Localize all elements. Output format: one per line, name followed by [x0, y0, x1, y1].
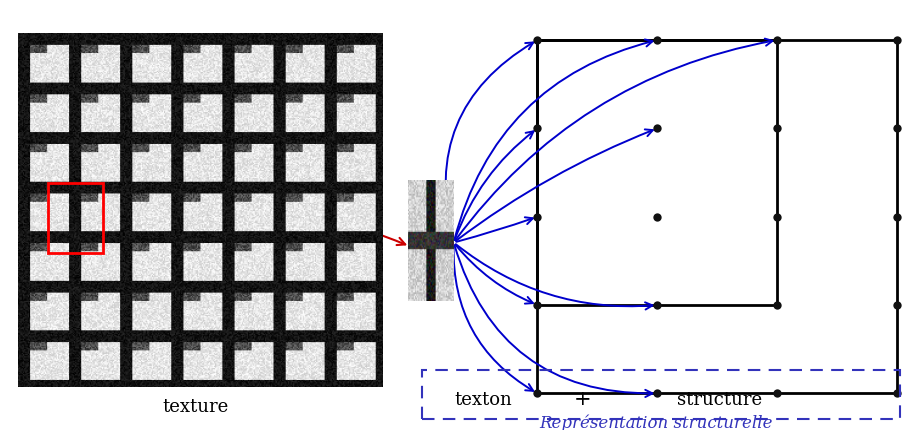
Text: texture: texture: [163, 397, 229, 415]
Bar: [537, 41, 897, 393]
Text: texton: texton: [454, 390, 512, 408]
Text: structure: structure: [677, 390, 763, 408]
Text: +: +: [574, 390, 592, 408]
Bar: [422, 370, 900, 419]
Bar: [537, 41, 777, 305]
Bar: [48, 183, 103, 254]
Text: Représentation structurelle: Représentation structurelle: [539, 414, 773, 430]
